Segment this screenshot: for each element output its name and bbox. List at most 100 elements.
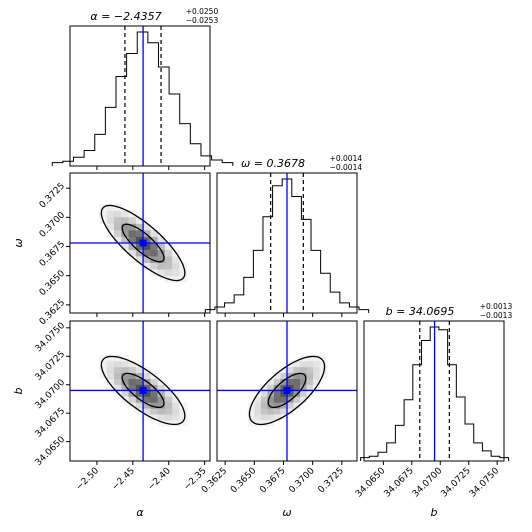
panel-title: b = 34.0695	[386, 305, 455, 318]
density-cell	[300, 396, 307, 403]
density-cell	[114, 229, 122, 237]
panel-2d-b-α	[70, 321, 210, 461]
density-cell	[260, 420, 268, 427]
density-cell	[121, 354, 129, 362]
contour-1sigma	[121, 223, 165, 263]
title-lower-error: −0.0253	[186, 16, 219, 25]
density-cell	[273, 384, 281, 391]
density-cell	[267, 378, 275, 385]
density-cell	[106, 372, 115, 379]
density-cell	[293, 396, 301, 403]
truth-marker	[139, 386, 147, 394]
density-cell	[99, 372, 108, 379]
density-cell	[128, 229, 137, 237]
density-cell	[306, 390, 314, 397]
density-cell	[293, 402, 301, 409]
panel-frame	[216, 320, 358, 462]
x-tick-label: 34.0700	[411, 466, 445, 500]
density-cell	[128, 396, 137, 403]
density-cell	[267, 402, 275, 409]
density-cell	[128, 384, 137, 391]
title-upper-error: +0.0250	[186, 7, 219, 16]
density-cell	[121, 372, 129, 379]
density-cell	[150, 414, 159, 421]
density-cell	[135, 366, 144, 374]
density-cell	[150, 378, 159, 385]
panel-2d-ω-α	[70, 173, 210, 313]
x-tick-label: −2.40	[146, 466, 173, 493]
density-cell	[267, 396, 275, 403]
density-cell	[287, 402, 294, 409]
density-cell	[260, 396, 268, 403]
density-cell	[313, 360, 321, 368]
density-cell	[267, 384, 275, 391]
density-cell	[143, 414, 151, 421]
density-cell	[260, 414, 268, 421]
density-cell	[128, 216, 137, 224]
y-tick-label: 34.0700	[34, 378, 68, 412]
density-cell	[164, 390, 173, 397]
density-cell	[150, 243, 159, 250]
y-tick-label: 0.3625	[38, 298, 67, 327]
density-cell	[273, 390, 281, 397]
density-cell	[157, 236, 166, 244]
density-cell	[157, 243, 166, 250]
density-cell	[121, 229, 129, 237]
panel-hist-b	[363, 320, 505, 462]
density-cell	[150, 262, 159, 270]
density-cell	[172, 402, 180, 409]
density-cell	[280, 396, 288, 403]
density-cell	[135, 360, 144, 368]
density-cell	[143, 249, 151, 257]
density-cell	[280, 372, 288, 379]
density-cell	[164, 256, 173, 263]
density-cell	[260, 384, 268, 391]
density-cell	[172, 408, 180, 415]
density-cell	[260, 390, 268, 397]
y-tick-label: 34.0650	[34, 435, 68, 469]
x-tick-label: −2.45	[110, 466, 137, 493]
density-cell	[300, 360, 307, 368]
density-cell	[99, 354, 108, 362]
x-tick-label: 34.0650	[354, 466, 388, 500]
panel-title: α = −2.4357	[90, 10, 161, 23]
density-cell	[157, 249, 166, 257]
x-tick-label: 0.3700	[287, 466, 317, 496]
density-cell	[143, 372, 151, 379]
density-cell	[319, 360, 327, 368]
density-cell	[143, 384, 151, 391]
density-cell	[150, 390, 159, 397]
density-cell	[99, 210, 108, 218]
density-cell	[287, 366, 294, 374]
x-axis-label-ω: ω	[282, 506, 291, 519]
density-cell	[157, 390, 166, 397]
density-cell	[164, 243, 173, 250]
density-cell	[121, 378, 129, 385]
density-cell	[254, 414, 262, 421]
panel-hist-ω	[216, 172, 358, 314]
density-cell	[306, 366, 314, 374]
density-cell	[128, 249, 137, 257]
x-axis-label-b: b	[431, 506, 438, 519]
density-cell	[306, 372, 314, 379]
contour-1sigma	[267, 372, 307, 409]
density-cell	[157, 408, 166, 415]
density-cell	[128, 223, 137, 231]
density-cell	[143, 262, 151, 270]
density-cell	[150, 408, 159, 415]
density-cell	[260, 402, 268, 409]
density-cell	[306, 354, 314, 362]
density-cell	[150, 249, 159, 257]
density-cell	[293, 360, 301, 368]
density-cell	[179, 402, 188, 409]
title-upper-error: +0.0013	[480, 302, 513, 311]
density-cell	[150, 256, 159, 263]
x-tick-label: 0.3650	[229, 466, 259, 496]
density-cell	[280, 402, 288, 409]
density-cell	[287, 378, 294, 385]
y-tick-label: 34.0750	[34, 321, 68, 355]
y-tick-label: 34.0725	[34, 349, 67, 382]
density-cell	[143, 229, 151, 237]
y-tick-label: 0.3675	[38, 240, 67, 269]
density-cell	[179, 420, 188, 427]
